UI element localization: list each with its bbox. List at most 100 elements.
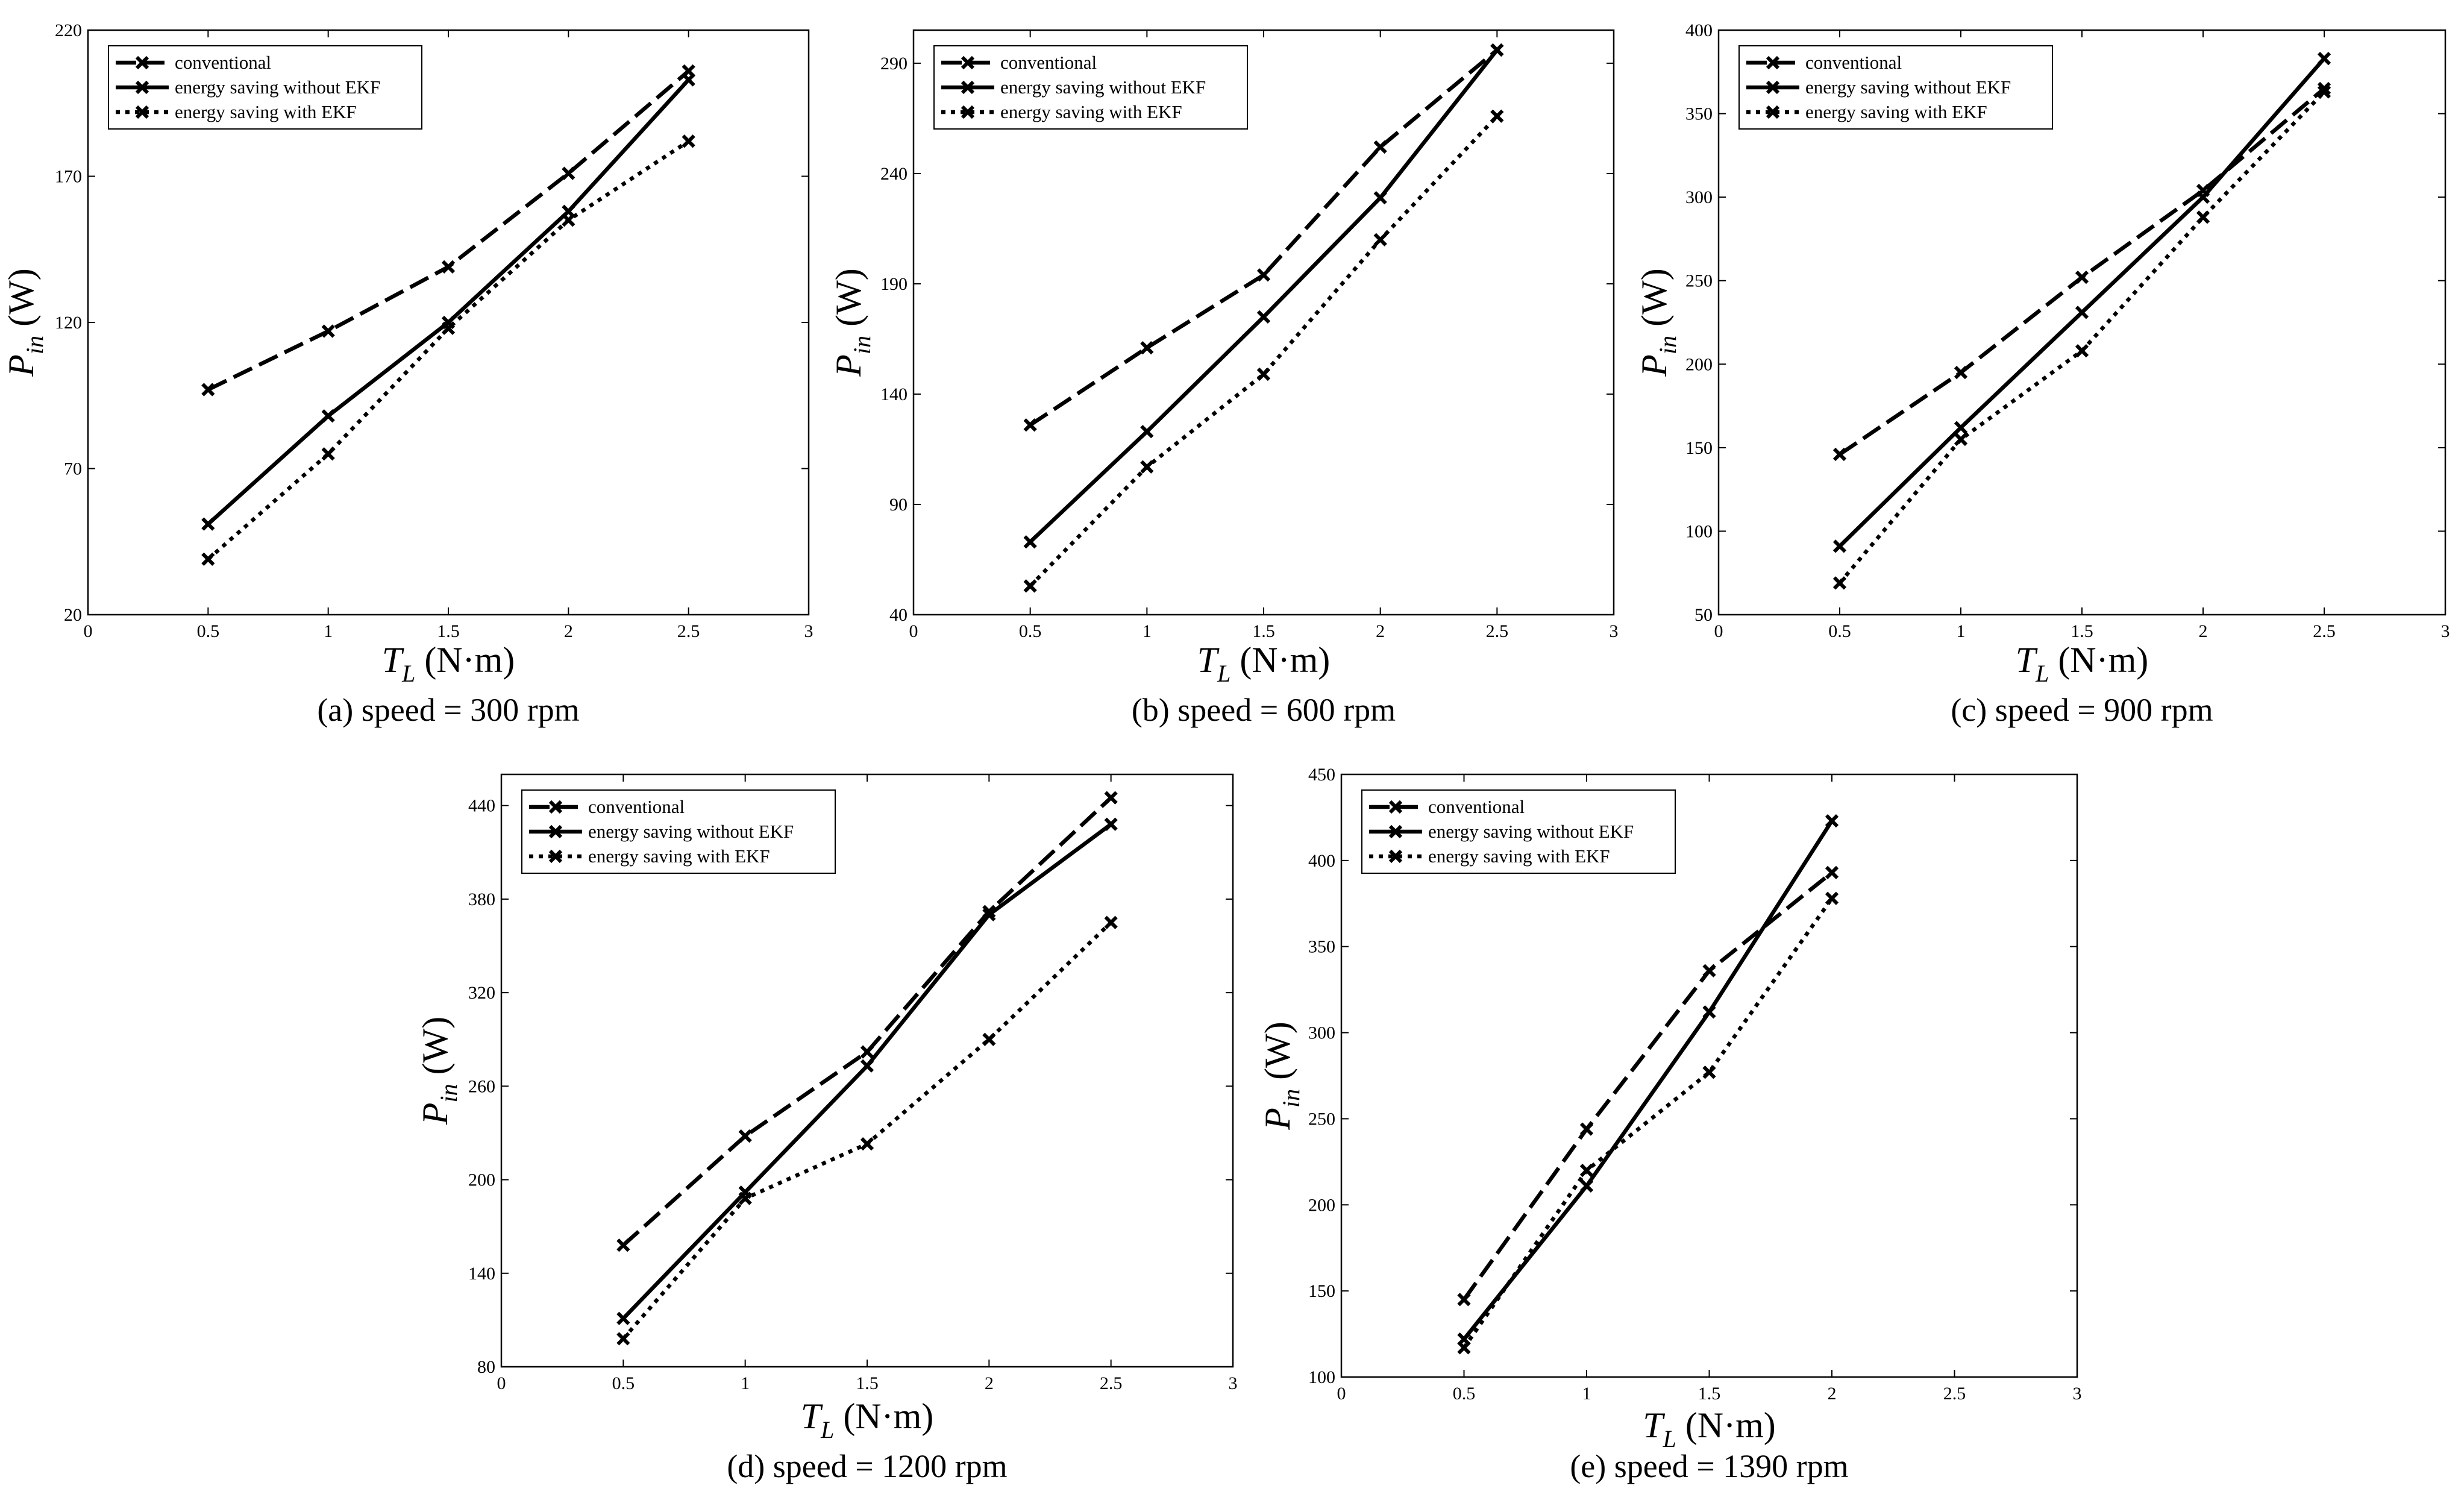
- x-tick-label: 2.5: [1100, 1373, 1123, 1393]
- data-point: [860, 1137, 874, 1151]
- x-tick-label: 1: [1957, 621, 1966, 641]
- y-tick-label: 70: [64, 459, 82, 479]
- data-point: [2317, 81, 2331, 96]
- x-tick-label: 1.5: [856, 1373, 879, 1393]
- chart-b: 0 0.5 1 1.5 2 2.5 3 40 90 140 190 240 290 conventiona…: [829, 29, 1619, 728]
- data-point: [1104, 915, 1118, 929]
- legend: conventional energy saving without EKF ene…: [1361, 789, 1676, 874]
- chart-caption: (a) speed = 300 rpm: [317, 692, 579, 728]
- x-tick-label: 2: [1828, 1384, 1837, 1404]
- series-dotted: [1457, 891, 1839, 1355]
- data-point: [616, 1311, 630, 1325]
- y-tick-label: 140: [468, 1264, 495, 1284]
- x-tick-label: 0: [1337, 1384, 1346, 1404]
- x-tick-label: 1: [1582, 1384, 1591, 1404]
- y-tick-label: 200: [468, 1170, 495, 1190]
- x-tick-label: 1.5: [1252, 621, 1275, 641]
- x-tick-label: 2.5: [677, 621, 700, 641]
- data-point: [1104, 817, 1118, 831]
- data-point: [860, 1045, 874, 1059]
- data-point: [982, 908, 996, 921]
- data-point: [1825, 814, 1839, 828]
- data-point: [1825, 865, 1839, 879]
- legend-marker: [1766, 105, 1780, 119]
- x-tick-label: 2: [985, 1373, 994, 1393]
- y-tick-label: 300: [1685, 187, 1713, 207]
- x-tick-label: 2.5: [2313, 621, 2336, 641]
- x-tick-label: 0: [1714, 621, 1723, 641]
- x-tick-label: 3: [2073, 1384, 2082, 1404]
- series-line: [1462, 897, 1834, 1349]
- y-tick-label: 400: [1308, 851, 1335, 871]
- x-axis-label: TL (N·m): [2016, 640, 2149, 687]
- y-tick-label: 20: [64, 605, 82, 625]
- data-point: [321, 409, 335, 423]
- series-line: [207, 78, 691, 526]
- legend-marker: [961, 105, 975, 119]
- legend-label: energy saving without EKF: [175, 77, 380, 98]
- data-point: [2196, 210, 2210, 224]
- data-point: [616, 1332, 630, 1346]
- data-point: [201, 517, 215, 531]
- legend: conventional energy saving without EKF ene…: [1738, 45, 2053, 130]
- data-point: [562, 166, 575, 180]
- x-tick-label: 2: [1376, 621, 1385, 641]
- data-point: [2075, 344, 2089, 358]
- legend-marker: [1388, 800, 1403, 814]
- data-point: [1702, 964, 1716, 977]
- legend-marker: [548, 800, 563, 814]
- data-point: [1256, 367, 1271, 381]
- y-tick-label: 440: [468, 796, 495, 816]
- y-tick-label: 190: [880, 274, 908, 294]
- data-point: [1457, 1293, 1471, 1307]
- data-point: [1104, 791, 1118, 805]
- legend-label: energy saving with EKF: [1805, 101, 1987, 122]
- data-point: [2317, 85, 2331, 99]
- series-dotted: [1832, 85, 2331, 590]
- data-point: [1702, 1065, 1716, 1079]
- series-line: [1462, 871, 1834, 1301]
- x-tick-label: 3: [1229, 1373, 1238, 1393]
- y-axis-label: Pin (W): [829, 268, 876, 377]
- data-point: [1832, 539, 1847, 553]
- chart-a: 0 0.5 1 1.5 2 2.5 3 20 70 120 170 220 conventional en…: [1, 20, 813, 728]
- legend-label: conventional: [1805, 52, 1902, 73]
- legend-marker: [135, 105, 149, 119]
- legend-marker: [961, 55, 975, 70]
- y-tick-label: 150: [1685, 438, 1713, 458]
- y-tick-label: 380: [468, 889, 495, 909]
- data-point: [321, 324, 335, 338]
- y-tick-label: 240: [880, 164, 908, 184]
- legend-marker: [1388, 849, 1403, 864]
- y-tick-label: 150: [1308, 1281, 1335, 1301]
- legend-label: conventional: [1428, 796, 1525, 817]
- legend: conventional energy saving without EKF ene…: [521, 789, 836, 874]
- data-point: [682, 73, 695, 87]
- data-point: [1832, 447, 1847, 462]
- y-tick-label: 290: [880, 54, 908, 74]
- series-line: [621, 921, 1112, 1340]
- data-point: [201, 383, 215, 397]
- x-tick-label: 0: [909, 621, 918, 641]
- legend-label: energy saving without EKF: [1000, 77, 1206, 98]
- legend-label: energy saving with EKF: [175, 101, 357, 122]
- y-axis-label: Pin (W): [415, 1017, 462, 1125]
- legend-marker: [1388, 824, 1403, 839]
- x-tick-label: 2.5: [1486, 621, 1509, 641]
- series-solid: [1832, 51, 2331, 553]
- chart-e: 0 0.5 1 1.5 2 2.5 3 100 150 200 250 300 350 400 450 con…: [1258, 765, 2082, 1484]
- legend-label: energy saving without EKF: [1428, 821, 1634, 842]
- legend: conventional energy saving without EKF ene…: [933, 45, 1248, 130]
- data-point: [1490, 109, 1504, 123]
- legend-marker: [135, 55, 149, 70]
- data-point: [1140, 340, 1154, 355]
- legend-label: conventional: [1000, 52, 1097, 73]
- legend: conventional energy saving without EKF ene…: [108, 45, 422, 130]
- data-point: [1373, 191, 1387, 205]
- legend-label: conventional: [588, 796, 685, 817]
- series-solid: [1457, 814, 1839, 1346]
- y-tick-label: 400: [1685, 20, 1713, 40]
- x-axis-label: TL (N·m): [1643, 1405, 1776, 1452]
- series-dotted: [201, 134, 695, 566]
